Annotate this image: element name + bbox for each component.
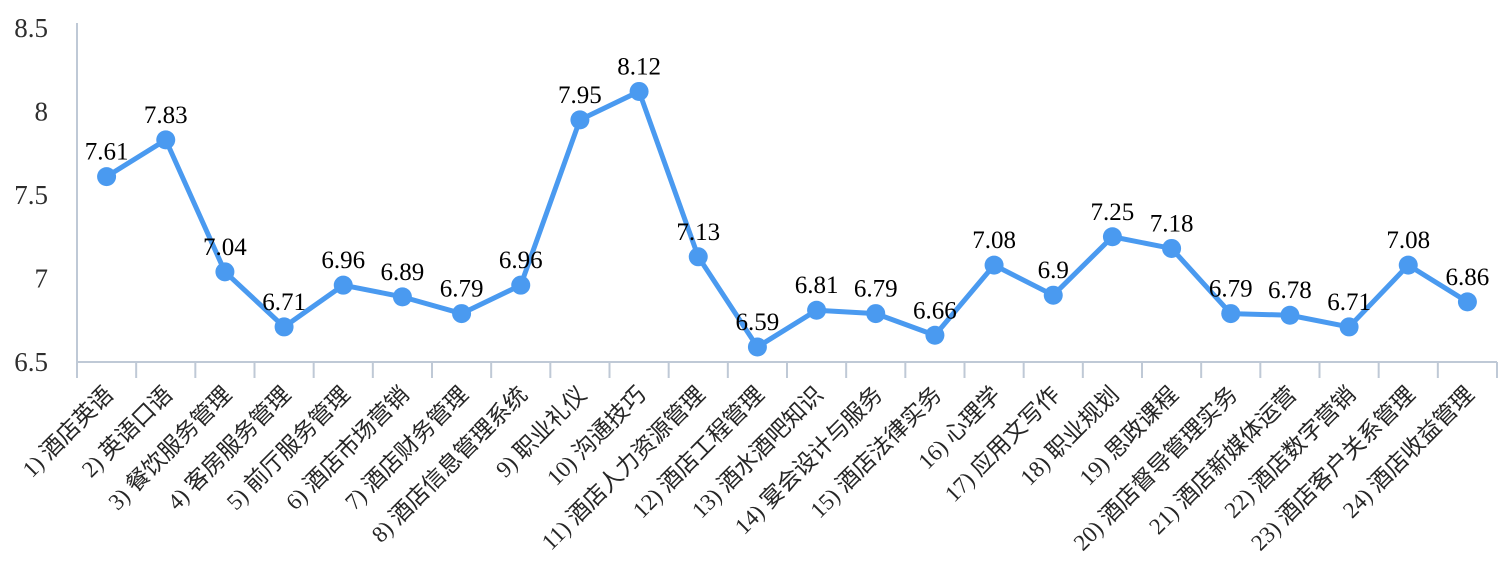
data-point bbox=[333, 275, 353, 295]
data-point bbox=[984, 255, 1004, 275]
data-label: 6.79 bbox=[854, 276, 898, 303]
data-point bbox=[392, 287, 412, 307]
data-label: 6.71 bbox=[262, 289, 306, 316]
data-point bbox=[866, 304, 886, 324]
data-point bbox=[925, 325, 945, 345]
data-point bbox=[1221, 304, 1241, 324]
data-point bbox=[97, 167, 117, 187]
data-point bbox=[1398, 255, 1418, 275]
data-point bbox=[1280, 305, 1300, 325]
data-point bbox=[1102, 227, 1122, 247]
data-label: 6.78 bbox=[1268, 277, 1312, 304]
data-point bbox=[1457, 292, 1477, 312]
data-label: 6.71 bbox=[1327, 289, 1371, 316]
data-label: 7.08 bbox=[1386, 227, 1430, 254]
data-label: 7.83 bbox=[144, 102, 188, 129]
data-label: 7.18 bbox=[1150, 210, 1194, 237]
y-tick-label: 7 bbox=[35, 264, 49, 294]
x-axis bbox=[76, 361, 1498, 378]
data-point bbox=[629, 81, 649, 101]
data-label: 8.12 bbox=[617, 53, 661, 80]
data-label: 6.9 bbox=[1038, 257, 1069, 284]
data-point bbox=[1339, 317, 1359, 337]
y-tick-label: 6.5 bbox=[14, 347, 48, 377]
data-point bbox=[688, 247, 708, 267]
data-point bbox=[452, 304, 472, 324]
data-label: 6.79 bbox=[440, 276, 484, 303]
data-point bbox=[511, 275, 531, 295]
data-label: 7.04 bbox=[203, 234, 247, 261]
data-point-markers bbox=[97, 81, 1477, 357]
data-point bbox=[1043, 285, 1063, 305]
data-point bbox=[747, 337, 767, 357]
data-label: 7.08 bbox=[972, 227, 1016, 254]
data-label: 6.96 bbox=[499, 247, 543, 274]
y-tick-label: 8.5 bbox=[14, 13, 48, 43]
data-label: 6.89 bbox=[381, 259, 425, 286]
data-labels: 7.61 7.83 7.04 6.71 6.96 6.89 6.79 6.96 7.95 8.12… bbox=[85, 53, 1490, 336]
data-label: 7.61 bbox=[85, 139, 129, 166]
data-label: 6.86 bbox=[1446, 264, 1490, 291]
y-tick-label: 7.5 bbox=[14, 180, 48, 210]
data-label: 6.96 bbox=[321, 247, 365, 274]
data-label: 6.81 bbox=[795, 272, 839, 299]
series-line bbox=[104, 88, 1470, 350]
data-label: 7.25 bbox=[1091, 199, 1135, 226]
line-series bbox=[104, 88, 1470, 350]
data-point bbox=[1162, 238, 1182, 258]
data-label: 7.95 bbox=[558, 82, 602, 109]
data-label: 7.13 bbox=[676, 219, 720, 246]
data-point bbox=[807, 300, 827, 320]
y-tick-label: 8 bbox=[35, 97, 49, 127]
data-point bbox=[570, 110, 590, 130]
y-tick-labels: 6.5 7 7.5 8 8.5 bbox=[14, 13, 48, 377]
data-point bbox=[156, 130, 176, 150]
data-point bbox=[215, 262, 235, 282]
data-label: 6.66 bbox=[913, 297, 957, 324]
data-label: 6.59 bbox=[736, 309, 780, 336]
data-label: 6.79 bbox=[1209, 276, 1253, 303]
data-point bbox=[274, 317, 294, 337]
